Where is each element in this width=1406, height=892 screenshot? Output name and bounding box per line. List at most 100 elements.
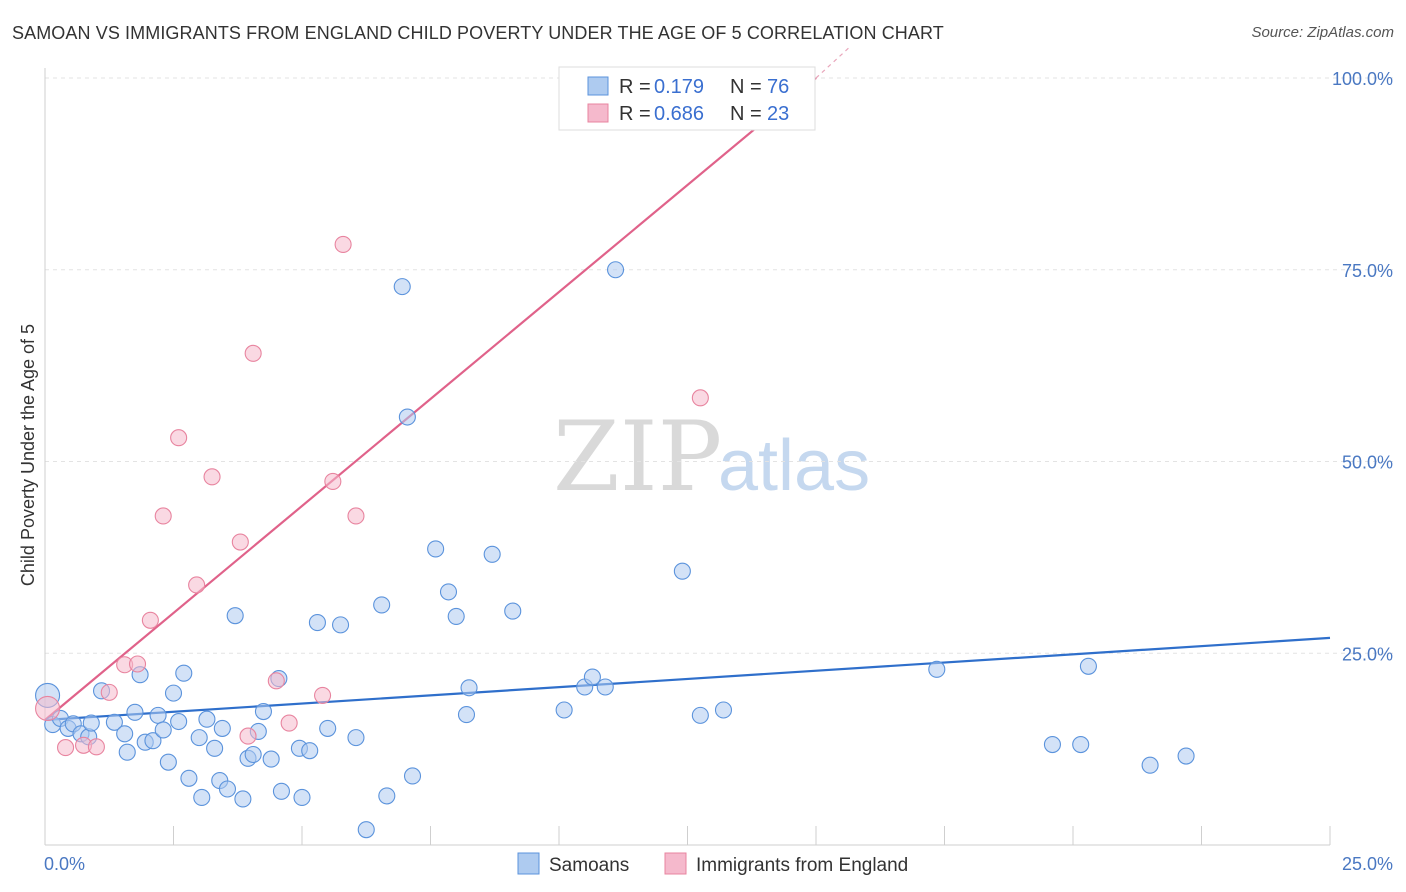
point-series-0-45 [347,729,365,747]
point-series-0-55 [457,706,476,724]
point-series-0-72 [1177,747,1195,765]
point-series-1-20 [347,507,365,525]
point-series-0-53 [439,583,458,601]
point-series-0-38 [272,782,290,800]
point-series-0-36 [262,750,280,768]
point-series-1-16 [280,714,298,732]
point-series-0-24 [193,788,211,806]
trend-line-series-1 [44,77,817,721]
tick-labels: 25.0% 50.0% 75.0% 100.0% 0.0% 25.0% [44,69,1393,874]
point-series-0-52 [427,540,445,558]
x-tick-label-1: 25.0% [1342,854,1393,874]
point-series-0-35 [254,702,273,721]
legend-bottom-label-england: Immigrants from England [696,855,908,876]
trend-line-extension-1 [815,46,850,79]
point-series-0-20 [170,712,188,731]
y-tick-label-1: 50.0% [1342,453,1393,473]
point-series-1-18 [324,472,342,490]
chart-title: SAMOAN VS IMMIGRANTS FROM ENGLAND CHILD … [12,23,944,43]
point-series-1-11 [203,468,221,486]
point-series-0-18 [159,753,177,771]
point-series-0-49 [393,278,411,296]
legend-top: R = 0.179 N = 76 R = 0.686 N = 23 [558,66,816,131]
source-credit: Source: ZipAtlas.com [1251,24,1394,41]
point-series-1-9 [170,429,188,447]
point-series-1-1 [57,739,75,757]
point-series-0-43 [319,719,337,737]
point-series-0-7 [82,714,100,732]
point-series-0-12 [126,703,144,721]
watermark-atlas: atlas [718,426,870,506]
point-series-0-10 [116,725,134,743]
point-series-0-23 [190,729,208,747]
point-series-1-19 [334,235,352,253]
legend-bottom-swatch-england [664,852,687,875]
point-series-0-21 [175,664,193,682]
point-series-0-61 [583,668,601,686]
point-series-0-51 [403,767,422,785]
point-series-0-11 [118,743,136,761]
legend-bottom-swatch-samoans [517,852,540,875]
point-series-0-58 [504,602,522,620]
point-series-1-7 [141,611,159,629]
grid-lines [45,77,1395,654]
point-series-0-30 [226,607,244,625]
legend-swatch-england [587,103,609,123]
point-series-1-6 [128,655,147,673]
point-series-1-10 [188,576,206,594]
legend-r-value-1: 0.179 [654,76,704,98]
y-axis-label: Child Poverty Under the Age of 5 [18,324,38,586]
point-series-1-0 [35,695,61,722]
point-series-0-19 [164,684,183,702]
point-series-0-42 [308,614,326,632]
point-series-0-50 [398,408,416,426]
point-series-1-22 [691,389,709,407]
point-series-1-14 [244,344,262,362]
point-series-0-59 [555,701,573,719]
legend-r-value-2: 0.686 [654,103,704,125]
legend-n-value-2: 23 [767,103,789,125]
legend-swatch-samoans [587,76,609,96]
point-series-1-13 [239,727,257,745]
point-series-0-56 [460,679,478,697]
point-series-0-44 [331,616,350,634]
point-series-0-16 [149,706,167,724]
point-series-1-15 [267,672,285,690]
point-series-0-33 [244,745,262,764]
x-tick-label-0: 0.0% [44,854,85,874]
point-series-1-8 [154,507,172,525]
legend-bottom: Samoans Immigrants from England [517,852,908,876]
point-series-0-70 [1079,657,1097,675]
point-series-0-28 [213,719,231,737]
point-series-0-54 [447,607,465,625]
point-series-0-69 [1072,735,1090,754]
point-series-1-4 [100,683,118,701]
point-series-1-12 [231,533,249,551]
point-series-0-25 [198,710,216,728]
point-series-1-3 [87,738,105,756]
point-series-0-65 [691,706,709,724]
point-series-0-64 [673,562,691,580]
point-series-0-48 [378,787,396,805]
point-series-0-17 [154,721,172,739]
point-series-0-46 [357,821,375,839]
watermark-zip: ZIP [553,401,722,513]
legend-n-label-1: N = [730,76,762,98]
point-series-0-9 [105,713,123,731]
point-series-0-31 [234,790,252,808]
point-series-0-66 [714,701,733,719]
point-series-0-62 [596,678,614,696]
point-series-0-39 [293,788,311,806]
legend-r-label-1: R = [619,76,651,98]
y-tick-label-2: 75.0% [1342,261,1393,281]
point-series-0-67 [928,660,946,678]
y-tick-label-3: 100.0% [1332,69,1393,89]
point-series-1-17 [314,686,332,704]
point-series-0-47 [373,596,391,614]
point-series-0-63 [606,261,625,279]
point-series-0-22 [180,769,198,787]
point-series-0-41 [301,742,319,760]
legend-n-value-1: 76 [767,76,789,98]
point-series-0-57 [483,545,501,563]
